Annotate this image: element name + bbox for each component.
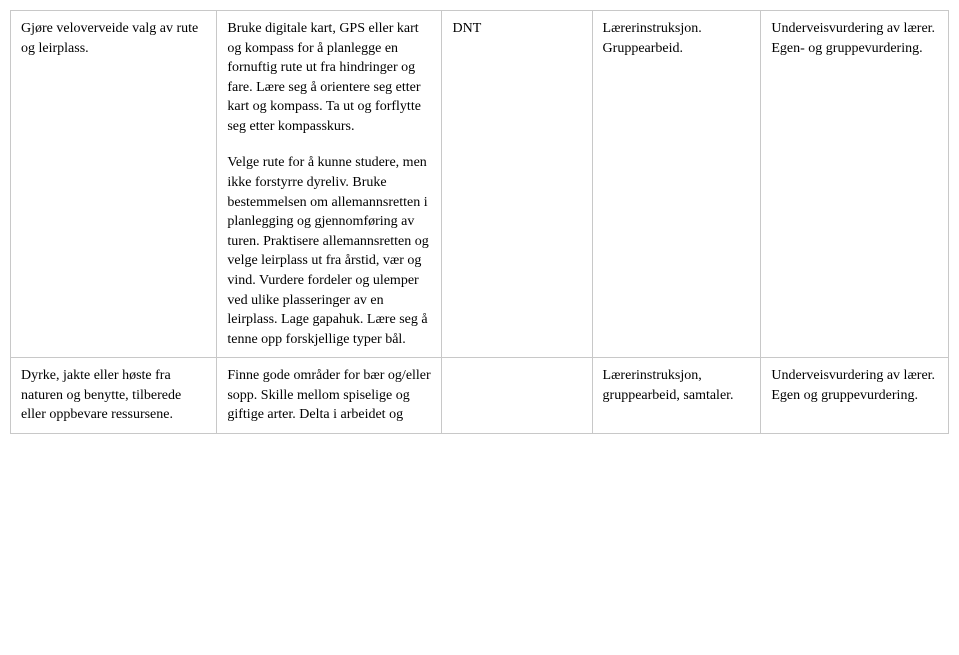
partner-text: DNT (452, 21, 481, 36)
table-row: Dyrke, jakte eller høste fra naturen og … (11, 358, 949, 434)
cell-goal: Dyrke, jakte eller høste fra naturen og … (11, 358, 217, 434)
cell-method: Lærerinstruksjon, gruppearbeid, samtaler… (592, 358, 761, 434)
goal-text: Gjøre veloverveide valg av rute og leirp… (21, 21, 198, 56)
activities-para-2: Velge rute for å kunne studere, men ikke… (227, 153, 431, 349)
assessment-text: Underveisvurdering av lærer. Egen og gru… (771, 368, 935, 403)
goal-text: Dyrke, jakte eller høste fra naturen og … (21, 368, 181, 422)
method-text: Lærerinstruksjon. Gruppearbeid. (603, 21, 702, 56)
cell-assessment: Underveisvurdering av lærer. Egen og gru… (761, 358, 949, 434)
cell-method: Lærerinstruksjon. Gruppearbeid. (592, 11, 761, 358)
cell-activities: Finne gode områder for bær og/eller sopp… (217, 358, 442, 434)
table-row: Gjøre veloverveide valg av rute og leirp… (11, 11, 949, 358)
activities-para-1: Bruke digitale kart, GPS eller kart og k… (227, 19, 431, 137)
cell-activities: Bruke digitale kart, GPS eller kart og k… (217, 11, 442, 358)
cell-assessment: Underveisvurdering av lærer. Egen- og gr… (761, 11, 949, 358)
cell-partner (442, 358, 592, 434)
cell-partner: DNT (442, 11, 592, 358)
curriculum-table: Gjøre veloverveide valg av rute og leirp… (10, 10, 949, 434)
method-text: Lærerinstruksjon, gruppearbeid, samtaler… (603, 368, 734, 403)
cell-goal: Gjøre veloverveide valg av rute og leirp… (11, 11, 217, 358)
assessment-text: Underveisvurdering av lærer. Egen- og gr… (771, 21, 935, 56)
activities-text: Finne gode områder for bær og/eller sopp… (227, 368, 430, 422)
